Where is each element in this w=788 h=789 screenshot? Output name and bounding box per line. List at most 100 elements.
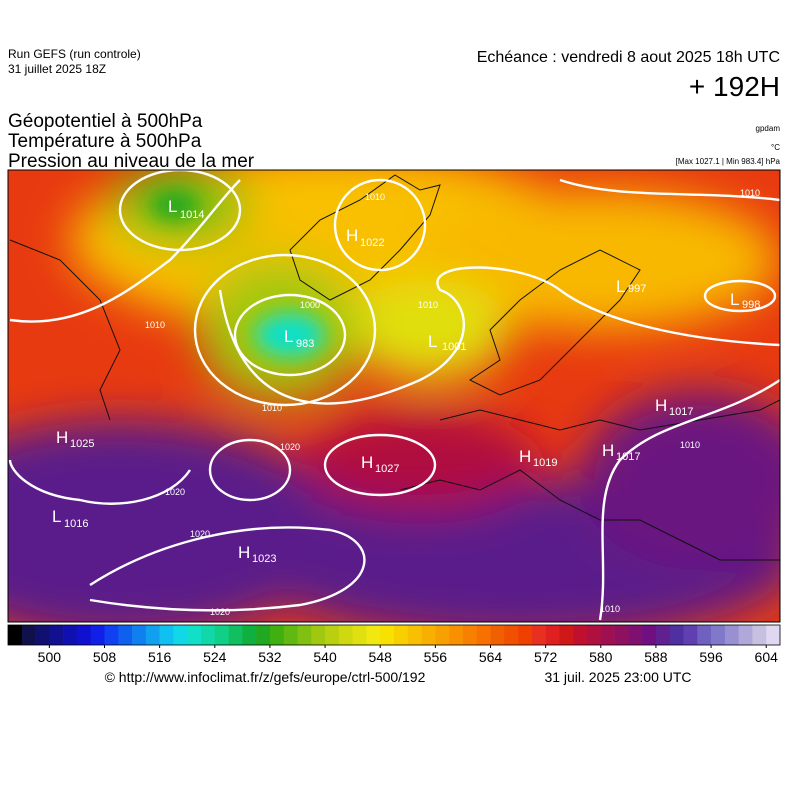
valid-time: Echéance : vendredi 8 aout 2025 18h UTC [477, 49, 780, 66]
unit-label: gpdam [756, 124, 781, 133]
colorbar-swatch [132, 625, 147, 645]
isobar [118, 170, 242, 252]
map-frame [7, 169, 781, 623]
colorbar-swatch [104, 625, 119, 645]
map: L 1014 H 1022 L 983 L 1001 L 997 L 998 H… [8, 170, 780, 622]
colorbar-swatch [228, 625, 243, 645]
field-blob [580, 390, 780, 570]
colorbar-tick-label: 580 [589, 649, 613, 665]
coastline [289, 174, 441, 301]
colorbar-swatch [642, 625, 657, 645]
isobar-label: 1010 [740, 188, 760, 198]
isobar [9, 179, 241, 323]
colorbar-swatch [21, 625, 36, 645]
colorbar-swatch [35, 625, 50, 645]
isobar [703, 279, 777, 313]
colorbar-tick-label: 508 [93, 649, 117, 665]
isobar [598, 379, 780, 621]
coastline [469, 249, 641, 396]
colorbar-swatch [366, 625, 381, 645]
cold-cores [150, 190, 325, 357]
lead-time: + 192H [689, 71, 780, 102]
colorbar-tick-label: 540 [313, 649, 337, 665]
colorbar-tick-label: 604 [755, 649, 779, 665]
isobar [233, 293, 347, 377]
center-value: 997 [628, 283, 646, 295]
center-letter: H [361, 453, 373, 472]
isobar [208, 438, 292, 502]
isobar-label: 1010 [145, 320, 165, 330]
colorbar-swatch [214, 625, 229, 645]
colorbar-swatch [683, 625, 698, 645]
colorbar-swatch [8, 625, 23, 645]
issued-time: 31 juil. 2025 23:00 UTC [544, 669, 691, 685]
colorbar-tick-label: 564 [479, 649, 503, 665]
colorbar-swatch [711, 625, 726, 645]
colorbar-swatch [628, 625, 643, 645]
center-value: 1001 [442, 341, 466, 353]
colorbar-swatch [655, 625, 671, 645]
colorbar-swatch [435, 625, 450, 645]
isobar-label: 1010 [262, 403, 282, 413]
colorbar-swatch [697, 625, 712, 645]
isobar [218, 266, 780, 405]
colorbar-frame [7, 624, 781, 646]
temperature-field [8, 170, 780, 622]
isobar-label: 1020 [165, 487, 185, 497]
colorbar-tick-label: 500 [38, 649, 62, 665]
colorbar-swatch [476, 625, 491, 645]
colorbar-swatch [394, 625, 409, 645]
colorbar-swatch [766, 625, 781, 645]
center-value: 1017 [616, 451, 640, 463]
colorbar-swatch [518, 625, 533, 645]
isobar-label: 1020 [280, 442, 300, 452]
colorbar-swatch [462, 625, 478, 645]
colorbar-swatch [407, 625, 422, 645]
center-letter: H [56, 428, 68, 447]
coastline [439, 399, 780, 431]
source-url: © http://www.infoclimat.fr/z/gefs/europe… [105, 669, 426, 685]
center-value: 1016 [64, 518, 88, 530]
isobar-label: 1010 [418, 300, 438, 310]
isobar-label: 1010 [680, 440, 700, 450]
colorbar-tick-label: 532 [258, 649, 282, 665]
run-date: 31 juillet 2025 18Z [8, 62, 106, 76]
isobar [323, 433, 437, 497]
colorbar-swatch [118, 625, 133, 645]
coastline [399, 469, 780, 561]
colorbar-swatch [752, 625, 767, 645]
field-blob [300, 410, 540, 510]
colorbar-swatch [449, 625, 464, 645]
center-letter: L [730, 290, 739, 309]
colorbar-swatch [573, 625, 588, 645]
isobar-label: 1010 [365, 192, 385, 202]
colorbar-swatch [531, 625, 546, 645]
colorbar-swatch [587, 625, 602, 645]
isobar [193, 253, 377, 407]
center-letter: H [655, 396, 667, 415]
field-name: Température à 500hPa [8, 131, 202, 152]
center-value: 1022 [360, 237, 384, 249]
center-letter: H [238, 543, 250, 562]
isobar-label: 1010 [600, 604, 620, 614]
colorbar: 500 508 516 524 532 540 548 556 564 572 580 588 596 6… [7, 624, 781, 665]
colorbar-swatch [159, 625, 174, 645]
colorbar-swatch [145, 625, 160, 645]
field-blob [420, 190, 780, 330]
colorbar-swatch [173, 625, 188, 645]
colorbar-swatch [669, 625, 684, 645]
colorbar-swatch [559, 625, 574, 645]
colorbar-swatch [724, 625, 739, 645]
colorbar-tick-label: 588 [644, 649, 668, 665]
colorbar-tick-label: 596 [699, 649, 723, 665]
field-blob [150, 190, 200, 220]
colorbar-swatch [338, 625, 353, 645]
colorbar-tick-label: 548 [369, 649, 393, 665]
isobar [333, 178, 427, 272]
colorbar-swatch [242, 625, 257, 645]
colorbar-swatch [490, 625, 505, 645]
isobar-label: 1020 [210, 607, 230, 617]
center-value: 998 [742, 299, 760, 311]
center-letter: L [52, 507, 61, 526]
center-letter: L [616, 277, 625, 296]
